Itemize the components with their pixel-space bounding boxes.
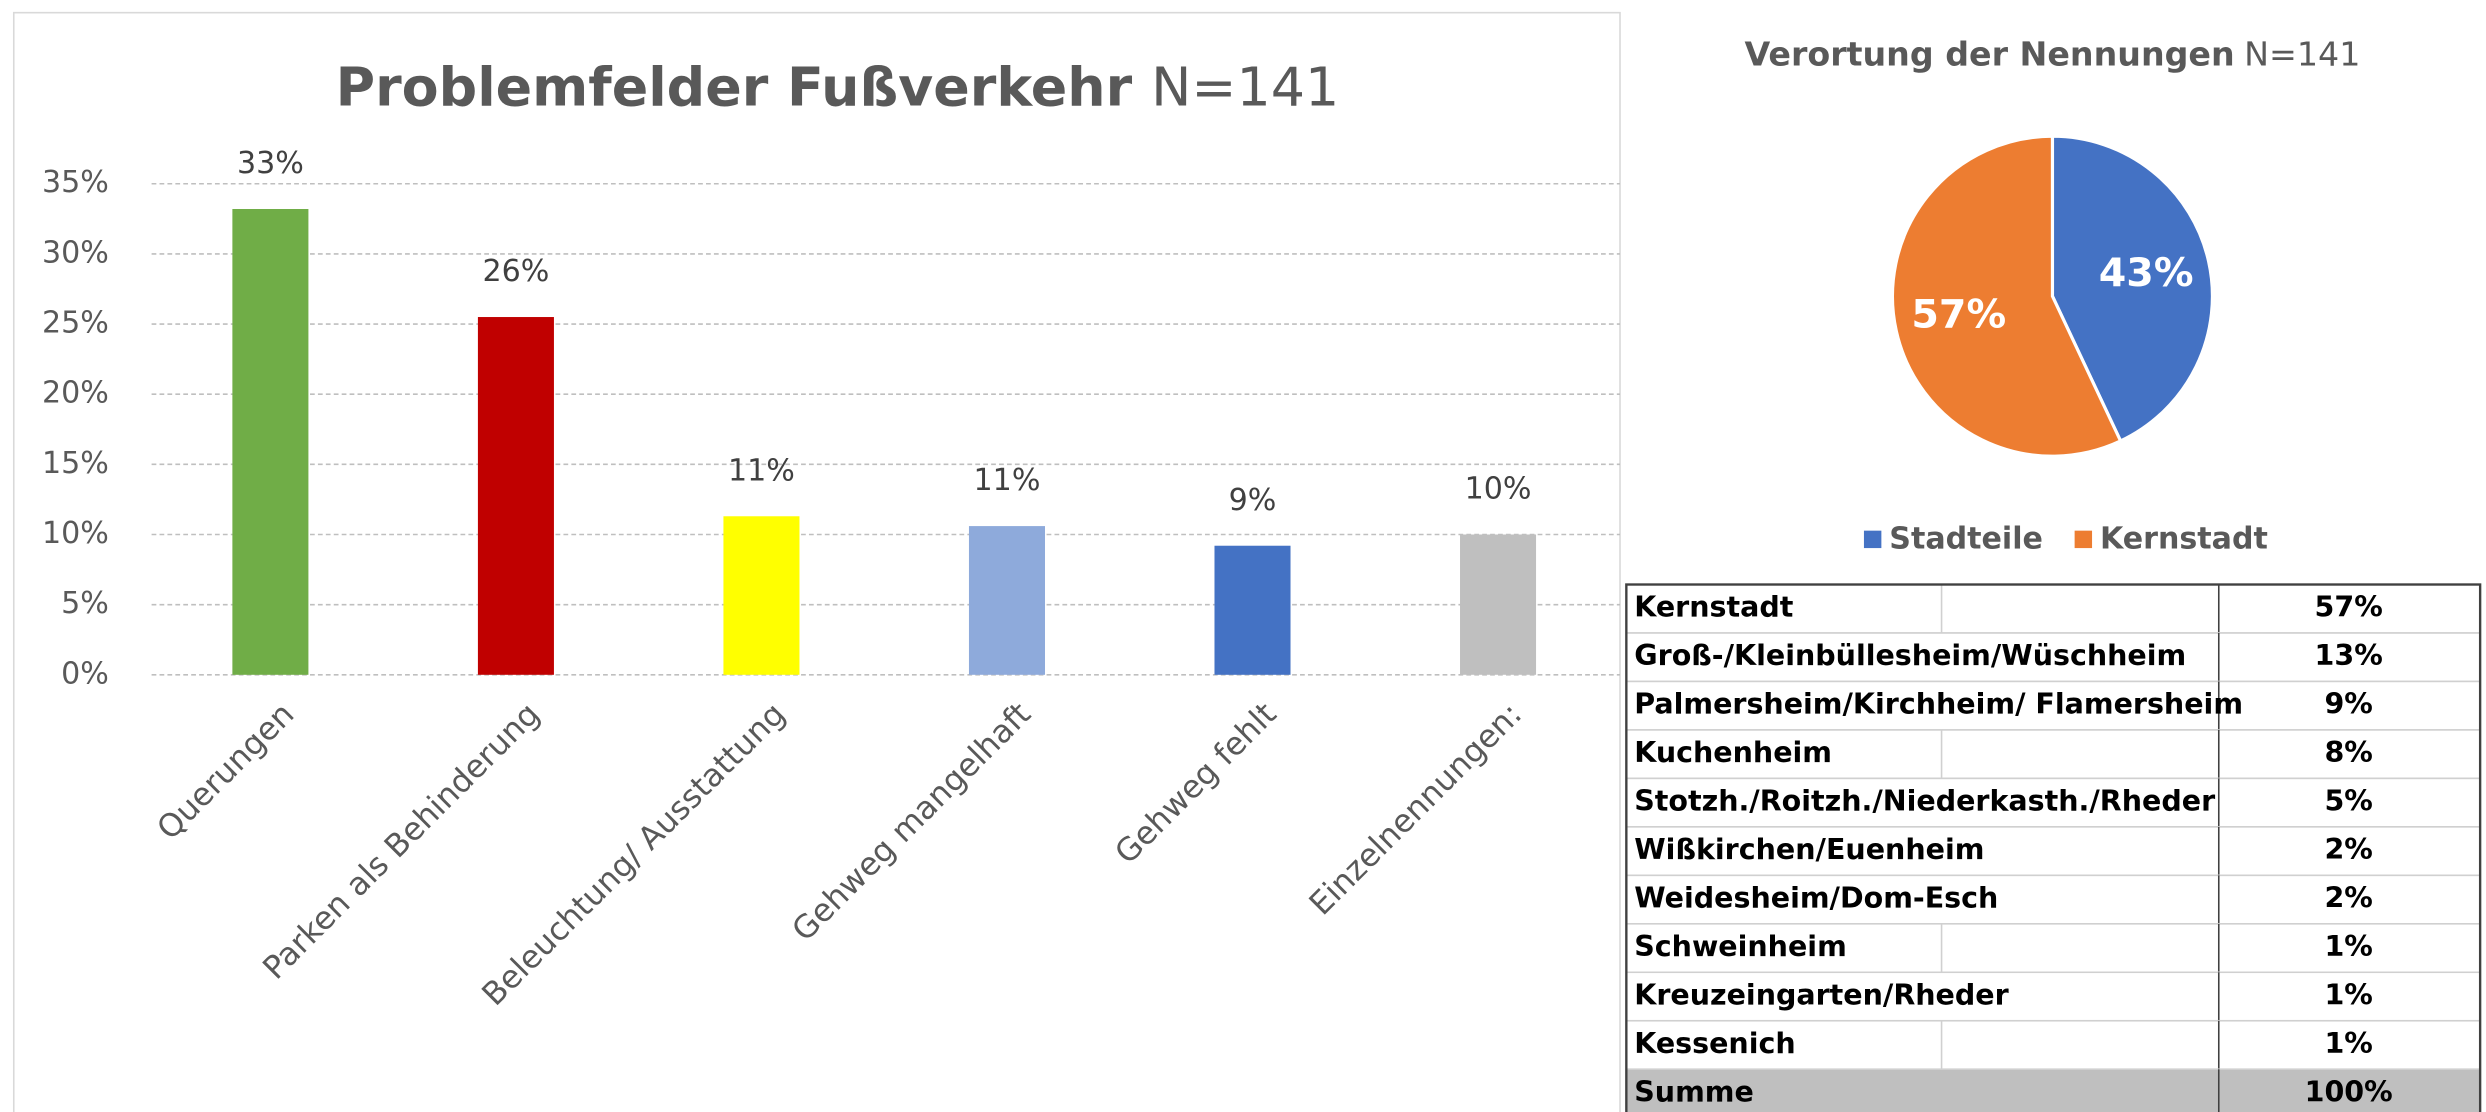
y-tick-label: 5%	[61, 586, 109, 621]
row-label: Summe	[1634, 1075, 1754, 1108]
y-tick-label: 30%	[42, 235, 109, 270]
chart-frame	[12, 11, 1621, 1112]
x-tick-label: Gehweg fehlt	[1108, 696, 1283, 871]
data-label: 9%	[1229, 483, 1277, 518]
row-label: Kessenich	[1634, 1027, 1795, 1060]
bar	[723, 516, 800, 675]
data-label: 11%	[728, 453, 795, 488]
data-label: 26%	[482, 254, 549, 289]
row-value: 13%	[2315, 639, 2383, 672]
bar-title: Problemfelder Fußverkehr N=141	[336, 55, 1340, 118]
row-value: 1%	[2324, 979, 2372, 1012]
table-row	[1625, 777, 2481, 828]
row-label: Groß-/Kleinbüllesheim/Wüschheim	[1634, 639, 2186, 672]
row-value: 5%	[2324, 785, 2372, 818]
data-label: 10%	[1465, 472, 1532, 507]
legend-swatch	[1863, 530, 1882, 549]
data-label: 33%	[237, 146, 304, 181]
pie-slice	[2050, 134, 2214, 444]
row-label: Wißkirchen/Euenheim	[1634, 833, 1984, 866]
slice-label: 57%	[1911, 292, 2006, 338]
row-value: 100%	[2305, 1075, 2393, 1108]
legend-label: Stadteile	[1889, 522, 2043, 557]
table-row	[1625, 826, 2481, 877]
table-row	[1625, 971, 2481, 1022]
bar	[968, 526, 1045, 675]
row-label: Schweinheim	[1634, 930, 1847, 963]
title-n: N=141	[1151, 55, 1339, 118]
bar	[232, 209, 309, 675]
table-row	[1625, 680, 2481, 731]
row-label: Weidesheim/Dom-Esch	[1634, 882, 1998, 915]
row-value: 9%	[2324, 688, 2372, 721]
table-frame	[1625, 583, 2482, 1112]
table-row	[1625, 729, 2481, 780]
row-label: Stotzh./Roitzh./Niederkasth./Rheder	[1634, 785, 2215, 818]
row-value: 1%	[2324, 1027, 2372, 1060]
table-row	[1625, 923, 2481, 974]
y-tick-label: 15%	[42, 446, 109, 481]
row-value: 1%	[2324, 930, 2372, 963]
row-label: Palmersheim/Kirchheim/ Flamersheim	[1634, 688, 2243, 721]
table-row	[1625, 1019, 2481, 1071]
pie-slice	[1890, 134, 2123, 458]
title-main: Verortung der Nennungen	[1745, 34, 2235, 73]
bar	[477, 317, 554, 675]
table-row	[1625, 874, 2481, 925]
y-tick-label: 0%	[61, 656, 109, 691]
row-label: Kernstadt	[1634, 591, 1793, 624]
title-main: Problemfelder Fußverkehr	[336, 55, 1133, 118]
y-tick-label: 35%	[42, 165, 109, 200]
legend-swatch	[2074, 530, 2093, 549]
y-tick-label: 20%	[42, 376, 109, 411]
pie-title: Verortung der Nennungen N=141	[1745, 34, 2361, 73]
bar	[1214, 545, 1291, 675]
x-tick-label: Gehweg mangelhaft	[786, 696, 1038, 948]
bar	[1460, 534, 1537, 675]
row-value: 57%	[2315, 591, 2383, 624]
row-label: Kreuzeingarten/Rheder	[1634, 979, 2008, 1012]
row-value: 2%	[2324, 882, 2372, 915]
x-tick-label: Parken als Behinderung	[257, 696, 547, 986]
legend-label: Kernstadt	[2100, 522, 2268, 557]
slice-label: 43%	[2099, 250, 2194, 296]
row-value: 8%	[2324, 736, 2372, 769]
title-n: N=141	[2244, 34, 2360, 73]
x-tick-label: Querungen	[151, 696, 302, 847]
table-row	[1625, 583, 2481, 634]
x-tick-label: Einzelnennungen:	[1303, 696, 1529, 922]
row-label: Kuchenheim	[1634, 736, 1832, 769]
y-tick-label: 10%	[42, 516, 109, 551]
y-tick-label: 25%	[42, 306, 109, 341]
row-value: 2%	[2324, 833, 2372, 866]
data-label: 11%	[974, 463, 1041, 498]
